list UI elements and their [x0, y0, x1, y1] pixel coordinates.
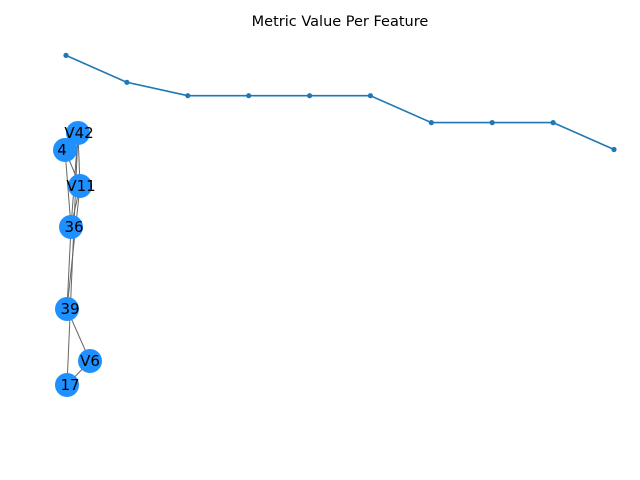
network-node	[55, 297, 79, 321]
network-node	[78, 349, 102, 373]
network-node-label: 36	[64, 218, 83, 236]
network-node-label: 4	[57, 141, 67, 159]
network-node-label: V42	[64, 124, 93, 142]
network-edge	[64, 149, 72, 228]
network-node	[55, 373, 79, 397]
network-node-label: V6	[80, 352, 100, 370]
data-point	[428, 120, 434, 126]
network-node-label: 17	[60, 376, 79, 394]
data-point	[307, 93, 313, 99]
network-node	[59, 215, 83, 239]
data-point	[246, 93, 252, 99]
network-edge	[66, 226, 72, 310]
data-point	[367, 93, 373, 99]
data-point	[489, 120, 495, 126]
data-point	[63, 52, 69, 59]
data-point	[611, 146, 617, 153]
data-point	[185, 93, 191, 99]
network-node	[53, 138, 77, 162]
series-line	[65, 54, 615, 151]
line-series	[63, 52, 617, 153]
network-node	[68, 174, 92, 198]
chart-title: Metric Value Per Feature	[252, 14, 429, 30]
data-point	[124, 79, 130, 85]
data-point	[550, 120, 556, 126]
network-node	[66, 121, 90, 145]
network-node-label: 39	[60, 300, 79, 318]
network-node-label: V11	[66, 177, 95, 195]
